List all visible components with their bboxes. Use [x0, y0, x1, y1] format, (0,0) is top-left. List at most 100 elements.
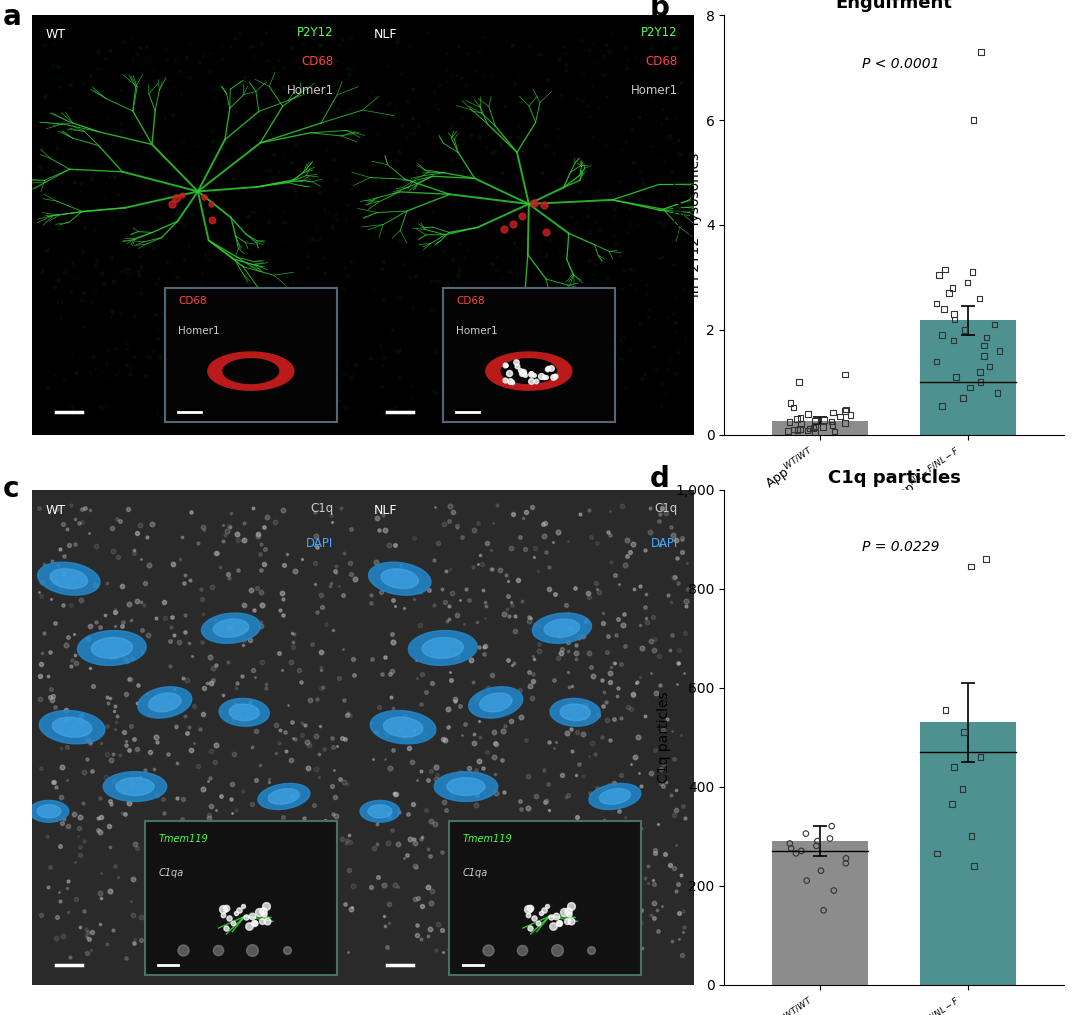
Point [580, 589, 597, 605]
Point [799, 406, 816, 422]
Point [76, 284, 93, 300]
Point [201, 807, 218, 823]
Point [363, 651, 380, 667]
Point [57, 209, 75, 225]
Point [413, 666, 430, 682]
Point [631, 617, 648, 633]
Point [519, 800, 537, 816]
Point [632, 579, 649, 595]
Point [657, 845, 674, 862]
Point [54, 758, 71, 774]
Point [419, 771, 436, 788]
Point [188, 857, 205, 873]
Point [458, 823, 475, 839]
Point [475, 760, 492, 776]
Point [297, 877, 314, 893]
Point [380, 896, 397, 912]
Point [588, 780, 605, 796]
Point [669, 49, 686, 65]
Point [524, 666, 541, 682]
Point [512, 242, 529, 258]
Point [606, 567, 623, 584]
Point [108, 707, 125, 724]
Point [197, 392, 214, 408]
Point [435, 794, 453, 810]
Point [218, 844, 235, 861]
Point [248, 580, 266, 596]
Point [526, 837, 543, 854]
Point [956, 322, 973, 338]
Point [944, 280, 961, 296]
Point [441, 300, 458, 317]
Point [457, 170, 474, 186]
Point [308, 528, 325, 544]
Point [330, 670, 348, 686]
Point [151, 349, 168, 365]
Point [218, 154, 235, 171]
Point [558, 912, 576, 929]
Point [175, 942, 192, 958]
Point [437, 648, 455, 664]
Point [583, 836, 600, 853]
Point [527, 540, 544, 556]
Point [348, 355, 365, 371]
Point [67, 890, 84, 906]
Point [92, 362, 109, 379]
Point [430, 916, 447, 932]
Point [653, 779, 671, 795]
Point [57, 702, 75, 719]
Point [243, 796, 260, 812]
Polygon shape [550, 698, 600, 726]
Point [651, 506, 669, 523]
Point [676, 810, 693, 826]
Point [470, 377, 487, 393]
Point [396, 710, 414, 727]
Point [596, 869, 613, 885]
Point [602, 732, 619, 748]
Point [229, 561, 246, 578]
Point [159, 253, 176, 269]
Point [562, 696, 579, 713]
Bar [772, 841, 868, 985]
Point [165, 681, 183, 697]
Point [606, 374, 623, 390]
Point [499, 573, 516, 590]
Point [659, 360, 676, 377]
Point [81, 363, 98, 380]
Point [180, 148, 198, 164]
Point [151, 824, 168, 840]
Point [380, 805, 397, 821]
Point [98, 574, 116, 591]
Point [928, 295, 945, 312]
Point [383, 663, 401, 679]
Point [340, 862, 357, 878]
Point [370, 558, 388, 574]
Point [119, 356, 136, 373]
Polygon shape [544, 619, 580, 637]
Point [468, 797, 485, 813]
Point [447, 367, 464, 384]
Point [667, 837, 685, 854]
Point [671, 905, 688, 922]
Point [629, 730, 646, 746]
Point [383, 402, 401, 418]
Point [143, 130, 160, 146]
Point [104, 212, 121, 228]
Point [162, 618, 179, 634]
Point [82, 294, 99, 311]
Point [106, 649, 123, 665]
Point [160, 292, 177, 309]
Point [270, 68, 287, 84]
Point [65, 175, 82, 191]
Point [242, 693, 259, 709]
Point [546, 586, 564, 602]
Point [478, 535, 496, 551]
Text: C1qa: C1qa [462, 868, 488, 878]
Polygon shape [138, 687, 192, 718]
Point [55, 548, 72, 564]
Point [597, 397, 615, 413]
Point [537, 794, 554, 810]
Point [225, 171, 242, 187]
Point [380, 537, 397, 553]
Point [549, 627, 566, 644]
